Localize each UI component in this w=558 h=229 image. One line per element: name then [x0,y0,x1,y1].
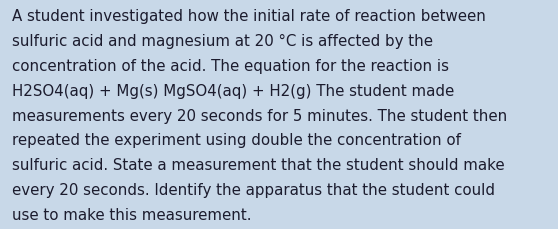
Text: concentration of the acid. The equation for the reaction is: concentration of the acid. The equation … [12,59,449,74]
Text: repeated the experiment using double the concentration of: repeated the experiment using double the… [12,133,461,148]
Text: sulfuric acid. State a measurement that the student should make: sulfuric acid. State a measurement that … [12,158,505,172]
Text: sulfuric acid and magnesium at 20 °C is affected by the: sulfuric acid and magnesium at 20 °C is … [12,34,433,49]
Text: A student investigated how the initial rate of reaction between: A student investigated how the initial r… [12,9,486,24]
Text: measurements every 20 seconds for 5 minutes. The student then: measurements every 20 seconds for 5 minu… [12,108,508,123]
Text: use to make this measurement.: use to make this measurement. [12,207,252,222]
Text: every 20 seconds. Identify the apparatus that the student could: every 20 seconds. Identify the apparatus… [12,182,496,197]
Text: H2SO4(aq) + Mg(s) MgSO4(aq) + H2(g) The student made: H2SO4(aq) + Mg(s) MgSO4(aq) + H2(g) The … [12,83,455,98]
